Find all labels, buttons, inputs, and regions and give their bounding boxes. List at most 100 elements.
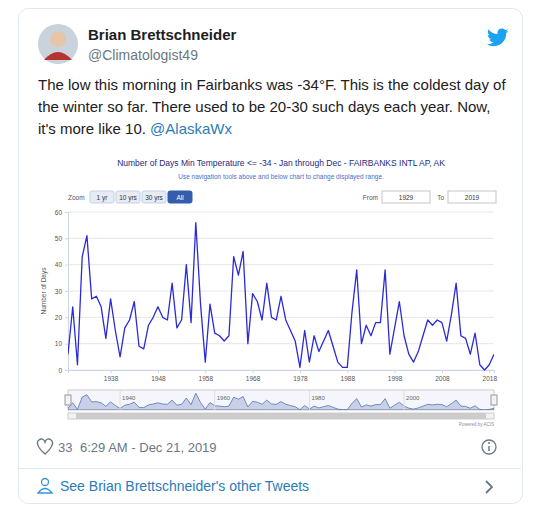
y-tick-mark [65,291,68,292]
grid-line [68,212,494,213]
info-bar [488,446,490,451]
x-tick-label: 1958 [199,375,214,382]
y-axis-title: Number of Days [40,267,48,315]
x-tick-mark [442,370,443,373]
chevron[interactable] [486,481,492,493]
navigator-tick [404,390,405,410]
x-tick-mark [347,370,348,373]
grid-line [68,291,494,292]
author-handle[interactable]: @Climatologist49 [88,47,198,63]
divider [19,468,521,469]
person-body [38,489,52,494]
zoom-button-bg[interactable] [90,191,114,203]
credit: Powered by ACIS [459,422,494,427]
chart-title: Number of Days Min Temperature <= -34 - … [117,158,445,168]
navigator-tick-label: 1980 [311,395,325,401]
scrollbar-thumb[interactable] [76,413,486,419]
x-tick: 1938 [104,370,119,382]
x-tick-mark [489,370,490,373]
zoom-label: Zoom [68,194,85,201]
x-tick: 1958 [199,370,214,382]
y-tick-mark [65,212,68,213]
y-tick-label: 10 [55,340,63,347]
y-tick: 10 [55,340,68,347]
zoom-button[interactable]: 1 yr [90,191,114,203]
scrollbar-track[interactable] [68,413,494,419]
y-tick: 50 [55,235,68,242]
y-tick-label: 30 [55,288,63,295]
like-icon[interactable] [37,439,52,454]
to-value[interactable]: 2019 [465,194,480,201]
person-head [42,479,49,486]
to-label: To [437,194,444,201]
y-axis-line [65,213,69,371]
navigator-tick-label: 1960 [217,395,231,401]
x-tick-label: 2018 [483,375,498,382]
like-count[interactable]: 33 [58,440,72,455]
zoom-button-bg[interactable] [168,191,192,203]
mention[interactable]: @AlaskaWx [150,120,232,137]
zoom-button-bg[interactable] [142,191,166,203]
zoom-button[interactable]: 10 yrs [116,191,140,203]
twitter-logo[interactable] [487,29,509,47]
info-circle [482,440,496,454]
footer-link[interactable]: See Brian Brettschneider's other Tweets [60,478,309,494]
y-axis: 0 10 20 30 40 50 60 [55,209,69,374]
series-line [68,223,494,370]
from-label: From [363,194,378,201]
y-tick-mark [65,238,68,239]
avatar-head [50,31,66,47]
grid-line [68,317,494,318]
y-tick-label: 60 [55,209,63,216]
y-tick-mark [65,344,68,345]
navigator-handle[interactable] [491,395,497,405]
y-tick: 40 [55,261,68,268]
to-box[interactable] [448,191,496,203]
y-tick-mark [65,317,68,318]
zoom-button-label[interactable]: 10 yrs [119,194,137,202]
x-tick: 1968 [246,370,261,382]
navigator-tick-label: 1940 [122,395,136,401]
zoom-button-label[interactable]: All [176,194,184,201]
zoom-button-bg[interactable] [116,191,140,203]
grid-line [68,264,494,265]
zoom-button-label[interactable]: 30 yrs [145,194,163,202]
timestamp[interactable]: 6:29 AM - Dec 21, 2019 [80,440,217,455]
x-tick: 1948 [151,370,166,382]
x-tick: 1998 [388,370,403,382]
grid [68,212,494,370]
info-icon[interactable] [482,440,496,454]
y-tick-mark [65,265,68,266]
zoom-button-label[interactable]: 1 yr [97,194,109,202]
navigator-plot [68,393,494,410]
from-value[interactable]: 1929 [399,194,414,201]
zoom-button[interactable]: 30 yrs [142,191,166,203]
navigator-frame [68,390,494,410]
x-tick-label: 2008 [435,375,450,382]
y-tick: 20 [55,314,68,321]
author-name[interactable]: Brian Brettschneider [88,26,237,43]
grid-line [68,343,494,344]
avatar[interactable] [38,24,78,64]
y-tick-label: 50 [55,235,63,242]
x-tick-mark [253,370,254,373]
x-tick-mark [300,370,301,373]
x-tick-mark [158,370,159,373]
x-tick-mark [205,370,206,373]
x-tick: 1978 [293,370,308,382]
navigator-tick [120,390,121,410]
person-icon[interactable] [38,479,52,494]
card [19,9,523,504]
navigator-handle[interactable] [65,395,71,405]
from-box[interactable] [382,191,430,203]
tweet-text: The low this morning in Fairbanks was -3… [38,74,506,140]
navigator-tick-label: 2000 [406,395,420,401]
x-tick-label: 1938 [104,375,119,382]
y-tick: 30 [55,288,68,295]
y-tick: 0 [58,367,68,374]
zoom-button[interactable]: All [168,191,192,203]
info-dot [488,442,490,444]
tweet-body: The low this morning in Fairbanks was -3… [38,76,506,137]
navigator-tick [214,390,215,410]
x-tick-mark [111,370,112,373]
